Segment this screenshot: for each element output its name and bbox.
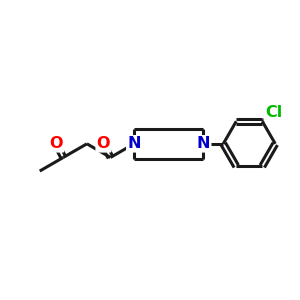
Text: O: O [97, 136, 110, 151]
Text: Cl: Cl [265, 105, 282, 120]
Text: N: N [197, 136, 210, 151]
Text: O: O [50, 136, 63, 151]
Text: N: N [127, 136, 141, 151]
